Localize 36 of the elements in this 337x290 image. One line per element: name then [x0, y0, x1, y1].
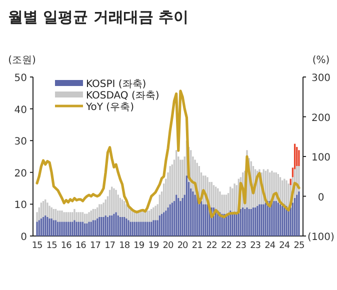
- x-tick-label: 17: [104, 241, 116, 251]
- x-tick-label: 16: [60, 241, 72, 251]
- y2-tick-label: 300: [311, 73, 331, 84]
- x-tick-label: 17: [90, 241, 100, 251]
- legend-label: YoY (우축): [85, 102, 134, 113]
- x-tick-label: 18: [119, 241, 130, 251]
- x-tick-label: 25: [294, 241, 304, 251]
- y2-tick-label: 100: [311, 152, 331, 164]
- y-tick-label: 10: [14, 200, 27, 212]
- x-tick-label: 21: [192, 241, 202, 251]
- y-tick-label: 50: [14, 73, 27, 84]
- y2-tick-label: (100): [308, 232, 335, 243]
- y-tick-label: 30: [14, 136, 27, 148]
- y-tick-label: 20: [14, 168, 27, 180]
- y-axis-title: (조원): [8, 55, 36, 66]
- legend-label: KOSDAQ (좌축): [86, 90, 160, 102]
- x-tick-label: 24: [264, 241, 276, 251]
- x-tick-label: 23: [236, 241, 246, 251]
- x-tick-label: 20: [177, 241, 189, 251]
- x-tick-label: 15: [46, 241, 57, 251]
- x-tick-label: 16: [75, 241, 87, 251]
- x-tick-label: 19: [148, 241, 160, 251]
- x-tick-label: 22: [220, 241, 232, 251]
- y-tick-label: 0: [20, 232, 27, 243]
- y2-tick-label: 0: [318, 192, 324, 204]
- x-tick-label: 22: [206, 241, 217, 251]
- legend-label: KOSPI (좌축): [86, 79, 146, 90]
- x-tick-label: 23: [250, 241, 261, 251]
- y2-tick-label: 200: [311, 112, 331, 124]
- y-tick-label: 40: [14, 104, 27, 116]
- y2-axis-title: (%): [312, 55, 330, 66]
- x-tick-label: 20: [162, 241, 174, 251]
- x-tick-label: 15: [32, 241, 42, 251]
- x-tick-label: 24: [279, 241, 290, 251]
- chart-title: 월별 일평균 거래대금 추이: [8, 8, 189, 26]
- x-tick-label: 19: [134, 241, 145, 251]
